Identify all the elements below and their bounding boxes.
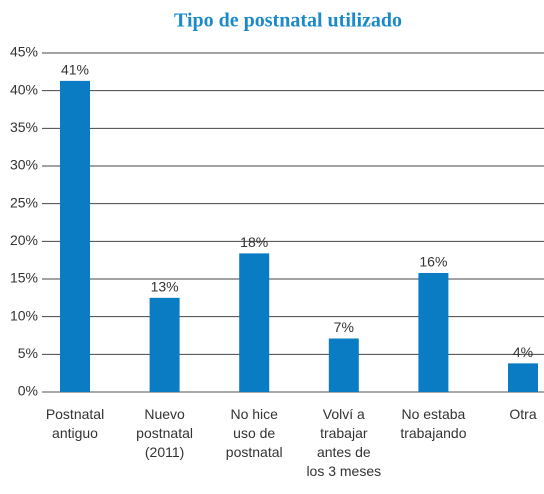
y-tick-label: 0%	[18, 383, 38, 399]
data-label: 18%	[240, 234, 268, 250]
y-tick-label: 35%	[10, 119, 38, 135]
x-tick-label: Otra	[509, 406, 536, 422]
data-label: 41%	[61, 62, 89, 78]
data-label: 16%	[419, 254, 447, 270]
x-tick-label: No hice uso de postnatal	[226, 406, 283, 460]
y-tick-label: 20%	[10, 232, 38, 248]
y-tick-label: 15%	[10, 270, 38, 286]
data-label: 4%	[513, 344, 533, 360]
data-label: 7%	[334, 319, 354, 335]
bar	[239, 253, 270, 392]
y-tick-label: 30%	[10, 157, 38, 173]
x-tick-label: Nuevo postnatal (2011)	[136, 406, 193, 460]
x-tick-label: Volví a trabajar antes de los 3 meses	[306, 406, 381, 479]
y-tick-label: 25%	[10, 194, 38, 210]
bar	[418, 272, 449, 392]
x-tick-label: Postnatal antiguo	[46, 406, 104, 441]
y-tick-label: 10%	[10, 307, 38, 323]
bar	[328, 338, 359, 392]
bar	[508, 363, 538, 392]
chart-title: Tipo de postnatal utilizado	[174, 10, 402, 32]
y-tick-label: 45%	[10, 44, 38, 60]
bar	[149, 297, 180, 392]
data-label: 13%	[151, 279, 179, 295]
y-tick-label: 40%	[10, 81, 38, 97]
y-tick-label: 5%	[18, 345, 38, 361]
x-tick-label: No estaba trabajando	[400, 406, 466, 441]
bar	[60, 80, 90, 392]
